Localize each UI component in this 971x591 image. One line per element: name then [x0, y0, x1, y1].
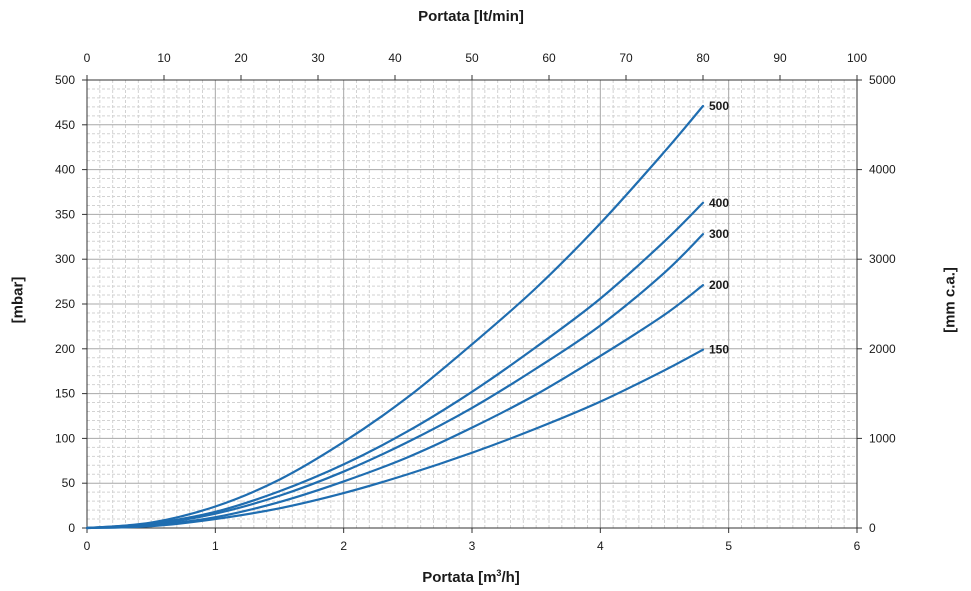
y-tick-label: 350 — [55, 207, 75, 221]
bottom-axis-title-sup: 3 — [496, 568, 502, 578]
series-lines — [85, 104, 705, 530]
series-line-300 — [85, 233, 705, 530]
x-tick-label: 4 — [597, 539, 604, 553]
y-tick-label: 250 — [55, 297, 75, 311]
x2-tick-label: 0 — [84, 51, 91, 65]
y2-tick-label: 5000 — [869, 73, 896, 87]
x2-tick-label: 60 — [542, 51, 556, 65]
x-tick-label: 5 — [725, 539, 732, 553]
y-tick-label: 150 — [55, 387, 75, 401]
series-line-200 — [85, 284, 705, 530]
x2-tick-label: 40 — [388, 51, 402, 65]
x-tick-label: 2 — [340, 539, 347, 553]
y2-tick-label: 0 — [869, 521, 876, 535]
x2-tick-label: 80 — [696, 51, 710, 65]
y-tick-label: 400 — [55, 163, 75, 177]
y2-tick-label: 4000 — [869, 163, 896, 177]
x2-tick-label: 90 — [773, 51, 787, 65]
series-label-500: 500 — [709, 99, 729, 113]
y-tick-label: 450 — [55, 118, 75, 132]
y2-tick-label: 1000 — [869, 431, 896, 445]
major-grid — [87, 80, 857, 528]
axis-ticks: 0 1 2 3 4 5 60 10 20 30 40 50 60 70 80 90 10005010015020… — [55, 51, 896, 553]
y2-tick-label: 3000 — [869, 252, 896, 266]
x2-tick-label: 20 — [234, 51, 248, 65]
x-tick-label: 1 — [212, 539, 219, 553]
series-line-400 — [85, 201, 705, 530]
series-label-400: 400 — [709, 196, 729, 210]
series-line-150 — [85, 348, 705, 530]
x2-tick-label: 70 — [619, 51, 633, 65]
series-labels: 500 400 300 200 150 — [709, 99, 729, 357]
x2-tick-label: 10 — [157, 51, 171, 65]
y-tick-label: 0 — [68, 521, 75, 535]
y-tick-label: 200 — [55, 342, 75, 356]
y-tick-label: 100 — [55, 431, 75, 445]
x-tick-label: 3 — [469, 539, 476, 553]
x-tick-label: 6 — [854, 539, 861, 553]
series-line-500 — [85, 104, 705, 530]
x2-tick-label: 50 — [465, 51, 479, 65]
top-axis-title: Portata [lt/min] — [418, 8, 524, 25]
y-tick-label: 50 — [62, 476, 76, 490]
y-tick-label: 300 — [55, 252, 75, 266]
x2-tick-label: 30 — [311, 51, 325, 65]
bottom-axis-title-post: /h] — [501, 569, 520, 586]
series-label-150: 150 — [709, 343, 729, 357]
bottom-axis-title-pre: Portata [m — [422, 569, 497, 586]
y-tick-label: 500 — [55, 73, 75, 87]
series-label-300: 300 — [709, 227, 729, 241]
x-tick-label: 0 — [84, 539, 91, 553]
bottom-axis-title: Portata [m3/h] — [0, 568, 942, 586]
x2-tick-label: 100 — [847, 51, 867, 65]
y2-tick-label: 2000 — [869, 342, 896, 356]
series-label-200: 200 — [709, 278, 729, 292]
